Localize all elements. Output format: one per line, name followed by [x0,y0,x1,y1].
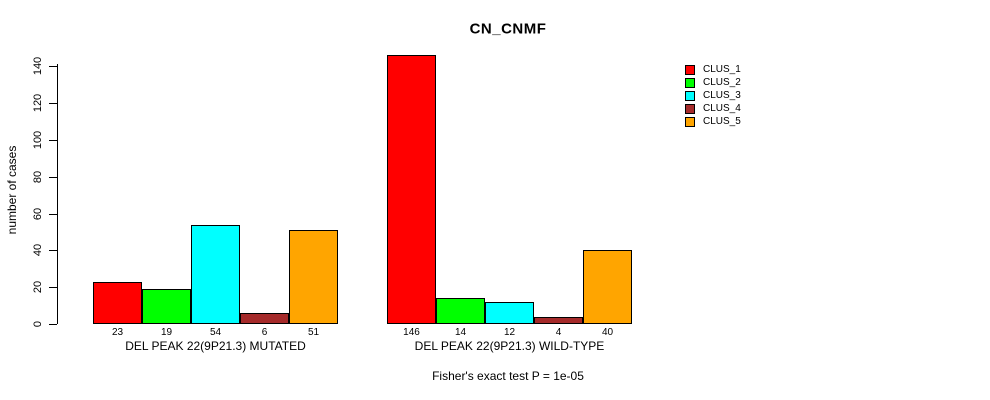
bar-value-label: 19 [160,327,173,338]
y-axis-tick [49,176,57,178]
bar-clus_3-group1 [191,225,240,324]
y-axis-tick [49,324,57,325]
bar-value-label: 12 [503,327,516,338]
y-axis-tick-label: 120 [32,94,44,113]
y-axis-tick-label: 140 [32,57,44,76]
bar-clus_2-group2 [436,298,485,324]
legend-label: CLUS_4 [703,103,741,114]
bar-value-label: 54 [209,327,222,338]
bar-value-label: 40 [601,327,614,338]
legend-swatch-icon [685,117,695,127]
y-axis-tick [49,103,57,105]
legend-label: CLUS_3 [703,90,741,101]
legend-label: CLUS_2 [703,77,741,88]
bar-clus_4-group2 [534,317,583,324]
bar-value-label: 146 [403,327,420,338]
bar-clus_5-group1 [289,230,338,324]
bar-clus_3-group2 [485,302,534,324]
y-axis-tick-label: 20 [32,281,44,294]
bar-clus_5-group2 [583,250,632,324]
bar-value-label: 51 [307,327,320,338]
bar-value-label: 14 [454,327,467,338]
bar-clus_1-group2 [387,55,436,324]
y-axis-tick-label: 40 [32,244,44,257]
x-axis-group-label: DEL PEAK 22(9P21.3) WILD-TYPE [414,339,605,353]
y-axis-tick-label: 60 [32,207,44,220]
y-axis-tick-label: 80 [32,170,44,183]
legend-swatch-icon [685,104,695,114]
y-axis-tick-label: 0 [32,320,44,328]
bar-clus_1-group1 [93,282,142,324]
legend-label: CLUS_5 [703,116,741,127]
y-axis-tick [49,66,57,68]
legend-swatch-icon [685,91,695,101]
y-axis-tick [49,140,57,141]
legend-swatch-icon [685,78,695,88]
x-axis-group-label: DEL PEAK 22(9P21.3) MUTATED [125,339,306,353]
y-axis-tick-label: 100 [32,130,44,150]
bar-clus_2-group1 [142,289,191,324]
bar-clus_4-group1 [240,313,289,324]
fisher-test-annotation: Fisher's exact test P = 1e-05 [432,369,584,383]
y-axis-line [57,64,58,324]
bar-value-label: 4 [555,327,562,338]
y-axis-tick [49,213,57,215]
y-axis-title: number of cases [5,145,19,235]
y-axis-tick [49,287,57,289]
chart-title: CN_CNMF [469,20,547,38]
bar-value-label: 23 [111,327,124,338]
legend-label: CLUS_1 [703,64,741,75]
bar-value-label: 6 [261,327,268,338]
y-axis-tick [49,250,57,252]
legend-swatch-icon [685,65,695,75]
